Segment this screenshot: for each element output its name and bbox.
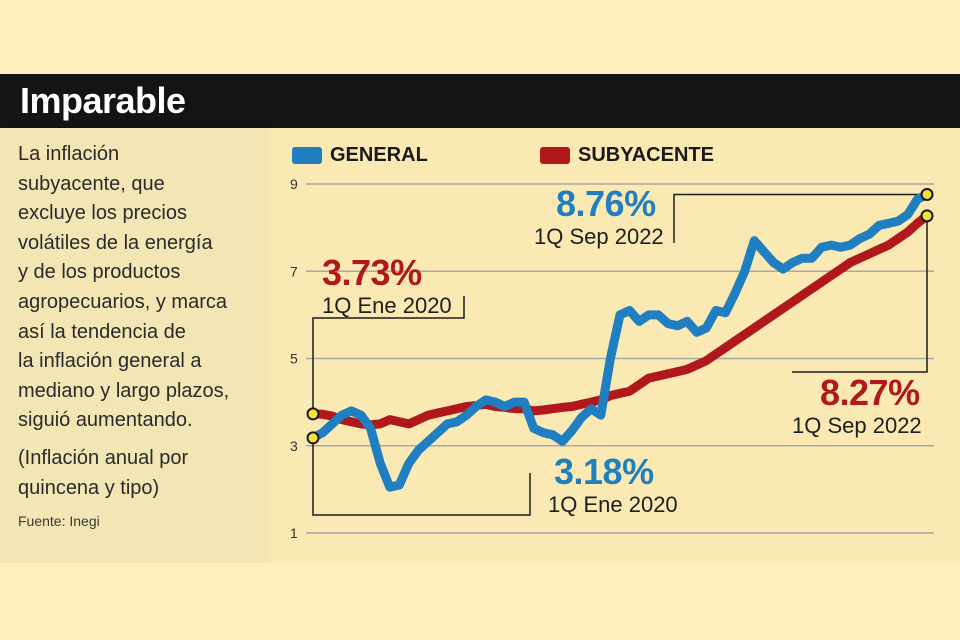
units-note: (Inflación anual por quincena y tipo) (18, 444, 263, 503)
description-line: mediano y largo plazos, (18, 379, 230, 402)
y-tick-label: 9 (290, 176, 298, 192)
description-line: agropecuarios, y marca (18, 290, 227, 313)
chart-panel: 1 3 5 7 9 GENERAL SUBYACENTE 3.73% 1Q Ene 20… (268, 128, 960, 563)
y-tick-label: 5 (290, 351, 298, 367)
leader-line (312, 437, 531, 516)
description-line: y de los productos (18, 261, 181, 284)
description-line: La inflación (18, 143, 120, 165)
line-chart: 1 3 5 7 9 (290, 176, 934, 541)
bottom-band (0, 563, 960, 640)
legend-swatch-general (292, 147, 322, 164)
description-line: excluye los precios (18, 202, 187, 225)
legend-general: GENERAL (292, 144, 428, 167)
note-line: (Inflación anual por (18, 447, 189, 469)
note-line: quincena y tipo) (18, 476, 160, 499)
source-credit: Fuente: Inegi (18, 513, 100, 529)
annotation-value: 3.18% (554, 451, 654, 492)
description-line: subyacente, que (18, 172, 165, 195)
chart-title: Imparable (20, 80, 186, 121)
annotation-date: 1Q Sep 2022 (534, 224, 664, 249)
annotation-date: 1Q Ene 2020 (548, 492, 678, 517)
annotation-value: 3.73% (322, 252, 422, 293)
description-line: siguió aumentando. (18, 409, 193, 432)
endpoint-marker (306, 431, 320, 445)
annotation-value: 8.76% (556, 183, 656, 224)
series-line-subyacente (308, 211, 932, 430)
legend-swatch-subyacente (540, 147, 570, 164)
description-text: La inflación subyacente, que excluye los… (18, 140, 263, 436)
annotation-subyacente-end: 8.27% 1Q Sep 2022 (792, 375, 922, 437)
endpoint-marker (920, 187, 934, 201)
legend-label-subyacente: SUBYACENTE (578, 144, 714, 166)
header-bar: Imparable (0, 74, 960, 128)
leader-line (792, 215, 928, 373)
series-line-general (308, 190, 932, 492)
y-tick-label: 7 (290, 263, 298, 279)
legend-subyacente: SUBYACENTE (540, 144, 714, 167)
description-line: la inflación general a (18, 350, 202, 373)
annotation-subyacente-start: 3.73% 1Q Ene 2020 (322, 255, 452, 317)
annotation-date: 1Q Ene 2020 (322, 293, 452, 318)
annotation-general-end: 8.76% 1Q Sep 2022 (534, 186, 664, 248)
annotation-date: 1Q Sep 2022 (792, 413, 922, 438)
endpoint-marker (920, 209, 934, 223)
description-line: volátiles de la energía (18, 231, 213, 254)
sidebar-panel: La inflación subyacente, que excluye los… (0, 128, 268, 563)
annotation-value: 8.27% (820, 372, 920, 413)
y-tick-label: 3 (290, 438, 298, 454)
endpoint-marker (306, 407, 320, 421)
leader-line (312, 296, 465, 414)
description-line: así la tendencia de (18, 320, 186, 343)
y-tick-label: 1 (290, 525, 298, 541)
legend-label-general: GENERAL (330, 144, 428, 166)
leader-line (673, 193, 927, 243)
annotation-general-start: 3.18% 1Q Ene 2020 (548, 454, 678, 516)
